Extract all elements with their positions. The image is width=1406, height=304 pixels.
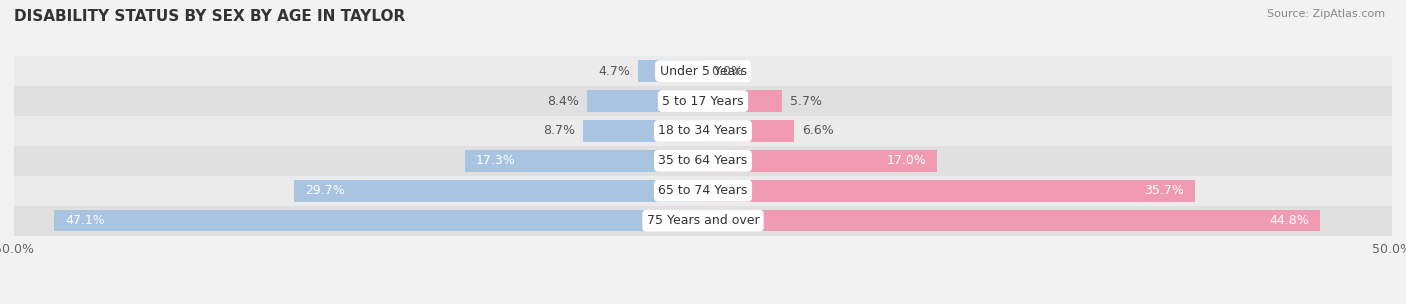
Text: 35.7%: 35.7% [1144, 184, 1184, 197]
Text: 5 to 17 Years: 5 to 17 Years [662, 95, 744, 108]
Text: 17.0%: 17.0% [886, 154, 927, 168]
Text: 75 Years and over: 75 Years and over [647, 214, 759, 227]
Bar [294, 180, 703, 202]
Bar [464, 150, 703, 172]
Text: 35 to 64 Years: 35 to 64 Years [658, 154, 748, 168]
Text: DISABILITY STATUS BY SEX BY AGE IN TAYLOR: DISABILITY STATUS BY SEX BY AGE IN TAYLO… [14, 9, 405, 24]
Text: 17.3%: 17.3% [475, 154, 516, 168]
Text: 8.7%: 8.7% [543, 124, 575, 137]
Text: 65 to 74 Years: 65 to 74 Years [658, 184, 748, 197]
Bar [14, 56, 1392, 86]
Bar [14, 206, 1392, 236]
Bar [703, 180, 1195, 202]
Bar [588, 90, 703, 112]
Bar [14, 146, 1392, 176]
Bar [703, 90, 782, 112]
Text: 8.4%: 8.4% [547, 95, 579, 108]
Bar [583, 120, 703, 142]
Bar [703, 150, 938, 172]
Text: 0.0%: 0.0% [711, 65, 744, 78]
Text: Under 5 Years: Under 5 Years [659, 65, 747, 78]
Text: 44.8%: 44.8% [1270, 214, 1309, 227]
Text: 18 to 34 Years: 18 to 34 Years [658, 124, 748, 137]
Bar [703, 210, 1320, 231]
Text: 6.6%: 6.6% [803, 124, 834, 137]
Text: Source: ZipAtlas.com: Source: ZipAtlas.com [1267, 9, 1385, 19]
Text: 29.7%: 29.7% [305, 184, 344, 197]
Bar [14, 116, 1392, 146]
Text: 5.7%: 5.7% [790, 95, 821, 108]
Bar [14, 176, 1392, 206]
Text: 4.7%: 4.7% [598, 65, 630, 78]
Bar [53, 210, 703, 231]
Text: 47.1%: 47.1% [65, 214, 105, 227]
Bar [703, 120, 794, 142]
Bar [638, 60, 703, 82]
Bar [14, 86, 1392, 116]
